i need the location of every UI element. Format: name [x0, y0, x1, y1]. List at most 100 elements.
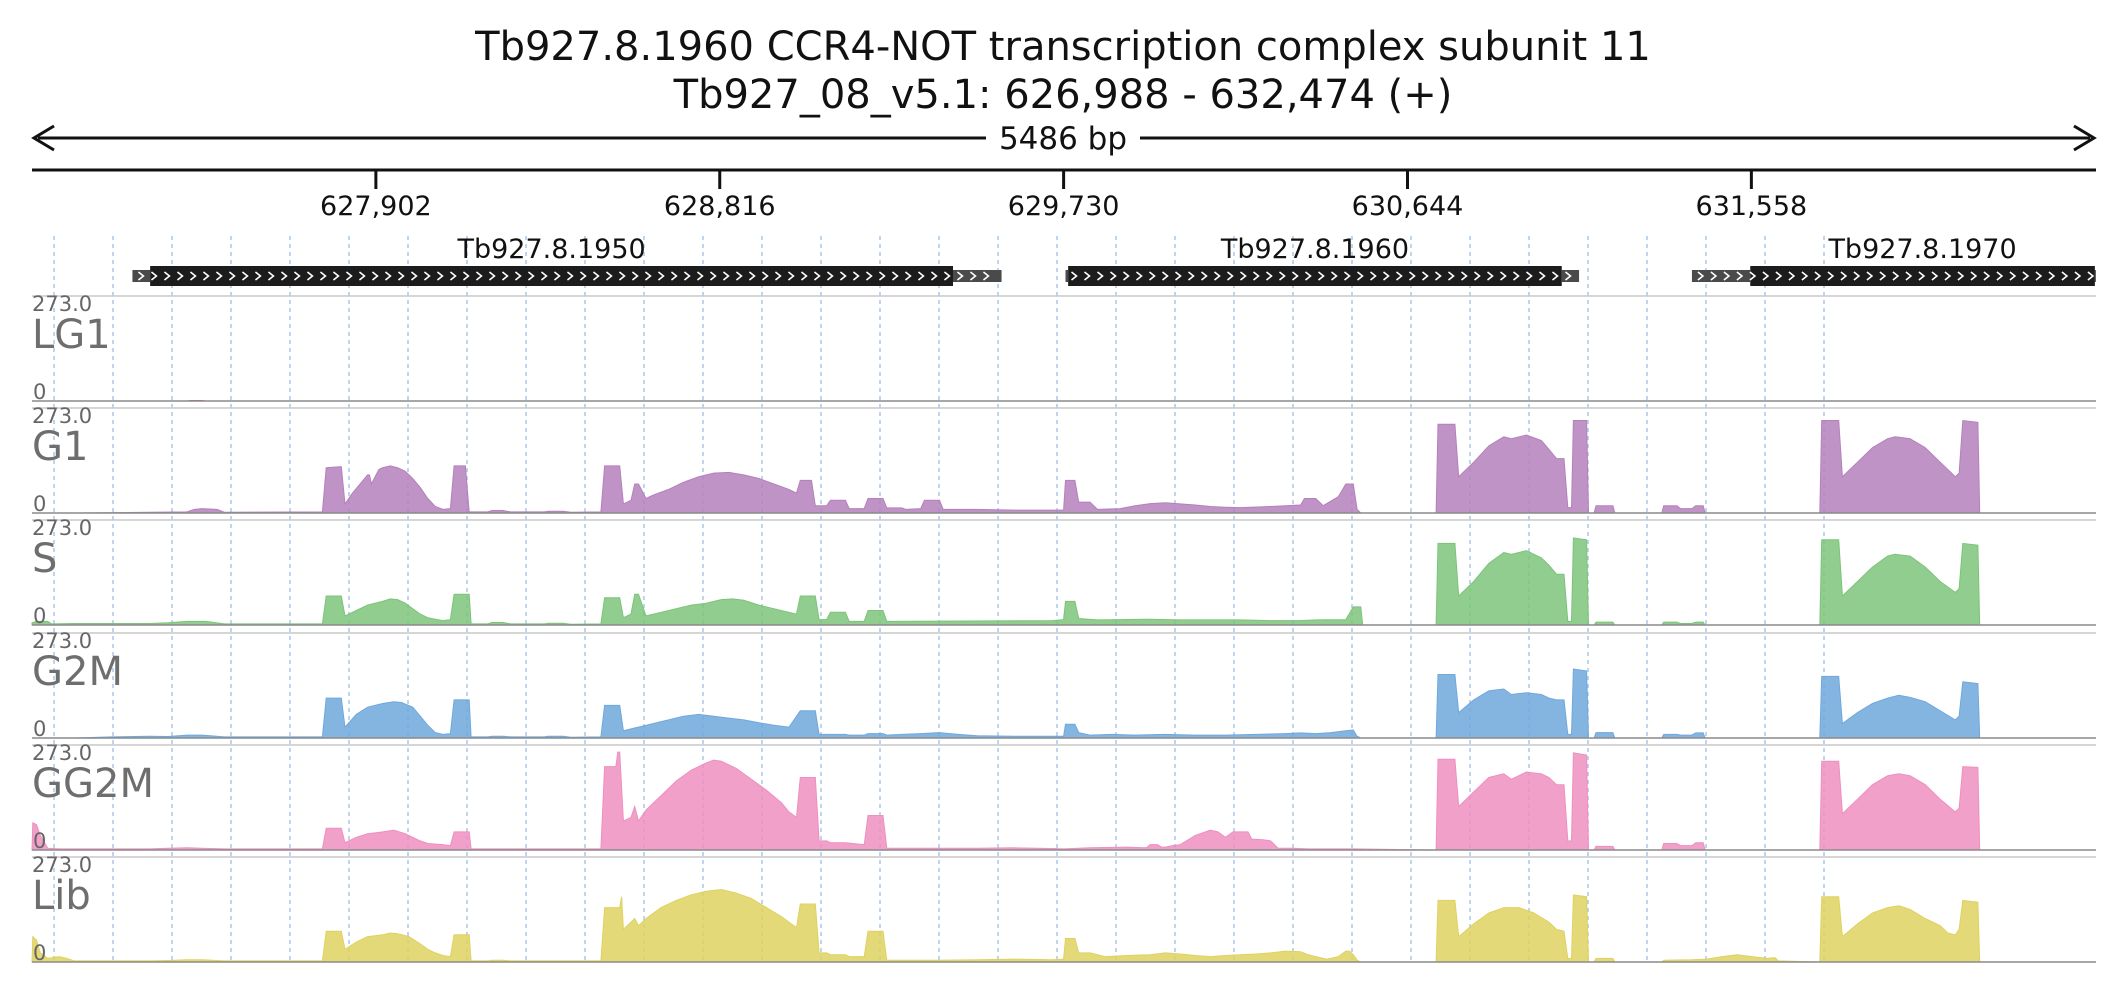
strand-chevron	[553, 271, 561, 281]
strand-chevron	[1892, 271, 1900, 281]
gene-cds	[150, 266, 954, 286]
strand-chevron	[579, 271, 587, 281]
gene-cds	[1068, 266, 1562, 286]
track-name-label: G1	[32, 424, 88, 470]
region-length-label: 5486 bp	[999, 121, 1127, 157]
strand-chevron	[1879, 271, 1887, 281]
strand-chevron	[2061, 271, 2069, 281]
strand-chevron	[1435, 271, 1442, 281]
strand-chevron	[1409, 271, 1416, 281]
gene-utr3	[2094, 270, 2096, 282]
strand-chevron	[1266, 271, 1273, 281]
strand-chevron	[1188, 271, 1195, 281]
strand-chevron	[2022, 271, 2030, 281]
strand-chevron	[241, 271, 249, 281]
strand-chevron	[137, 271, 145, 281]
gene-utr5	[1065, 270, 1069, 282]
strand-chevron	[397, 271, 405, 281]
strand-chevron	[176, 271, 184, 281]
strand-chevron	[1214, 271, 1221, 281]
strand-chevron	[202, 271, 210, 281]
strand-chevron	[1344, 271, 1351, 281]
strand-chevron	[1318, 271, 1325, 281]
gene-label: Tb927.8.1960	[1220, 234, 1409, 265]
strand-chevron	[852, 271, 860, 281]
strand-chevron	[1814, 271, 1822, 281]
strand-chevron	[1788, 271, 1796, 281]
chart-title: Tb927.8.1960 CCR4-NOT transcription comp…	[475, 24, 1651, 70]
strand-chevron	[865, 271, 873, 281]
strand-chevron	[475, 271, 483, 281]
track-name-label: G2M	[32, 649, 123, 695]
strand-chevron	[566, 271, 574, 281]
strand-chevron	[514, 271, 522, 281]
strand-chevron	[1762, 271, 1770, 281]
strand-chevron	[319, 271, 327, 281]
track-name-label: GG2M	[32, 761, 154, 807]
axis-tick-label: 630,644	[1352, 191, 1464, 222]
strand-chevron	[670, 271, 678, 281]
strand-chevron	[1071, 271, 1078, 281]
strand-chevron	[1305, 271, 1312, 281]
gene-utr3	[953, 270, 1002, 282]
strand-chevron	[839, 271, 847, 281]
strand-chevron	[1853, 271, 1861, 281]
strand-chevron	[462, 271, 470, 281]
strand-chevron	[501, 271, 509, 281]
strand-chevron	[1240, 271, 1247, 281]
strand-chevron	[930, 271, 938, 281]
strand-chevron	[1866, 271, 1874, 281]
strand-chevron	[1331, 271, 1338, 281]
strand-chevron	[189, 271, 197, 281]
strand-chevron	[1175, 271, 1182, 281]
strand-chevron	[631, 271, 639, 281]
axis-tick-label: 629,730	[1008, 191, 1120, 222]
strand-chevron	[345, 271, 353, 281]
strand-chevron	[449, 271, 457, 281]
strand-chevron	[1513, 271, 1520, 281]
strand-chevron	[1123, 271, 1130, 281]
strand-chevron	[163, 271, 171, 281]
strand-chevron	[215, 271, 223, 281]
strand-chevron	[527, 271, 535, 281]
strand-chevron	[1474, 271, 1481, 281]
strand-chevron	[1487, 271, 1494, 281]
track-ymax-label: 273.0	[32, 741, 92, 765]
strand-chevron	[332, 271, 340, 281]
chart-subtitle: Tb927_08_v5.1: 626,988 - 632,474 (+)	[673, 72, 1453, 118]
coverage-area	[31, 751, 2096, 851]
strand-chevron	[722, 271, 730, 281]
strand-chevron	[787, 271, 795, 281]
strand-chevron	[1422, 271, 1429, 281]
strand-chevron	[2087, 271, 2095, 281]
axis-tick-label: 631,558	[1696, 191, 1808, 222]
strand-chevron	[592, 271, 600, 281]
strand-chevron	[956, 271, 964, 281]
strand-chevron	[605, 271, 613, 281]
strand-chevron	[618, 271, 626, 281]
strand-chevron	[1775, 271, 1783, 281]
strand-chevron	[1149, 271, 1156, 281]
track-name-label: Lib	[32, 873, 91, 919]
strand-chevron	[1253, 271, 1260, 281]
strand-chevron	[1801, 271, 1809, 281]
track-ymax-label: 273.0	[32, 292, 92, 316]
strand-chevron	[800, 271, 808, 281]
strand-chevron	[1710, 271, 1718, 281]
gene-utr5	[132, 270, 151, 282]
strand-chevron	[696, 271, 704, 281]
strand-chevron	[1279, 271, 1286, 281]
strand-chevron	[1097, 271, 1104, 281]
track-name-label: S	[32, 536, 57, 582]
strand-chevron	[1723, 271, 1731, 281]
strand-chevron	[1970, 271, 1978, 281]
strand-chevron	[761, 271, 769, 281]
strand-chevron	[709, 271, 717, 281]
strand-chevron	[410, 271, 418, 281]
track-ymax-label: 273.0	[32, 404, 92, 428]
strand-chevron	[293, 271, 301, 281]
strand-chevron	[2048, 271, 2056, 281]
coverage-area	[32, 419, 2096, 514]
strand-chevron	[358, 271, 366, 281]
strand-chevron	[969, 271, 977, 281]
